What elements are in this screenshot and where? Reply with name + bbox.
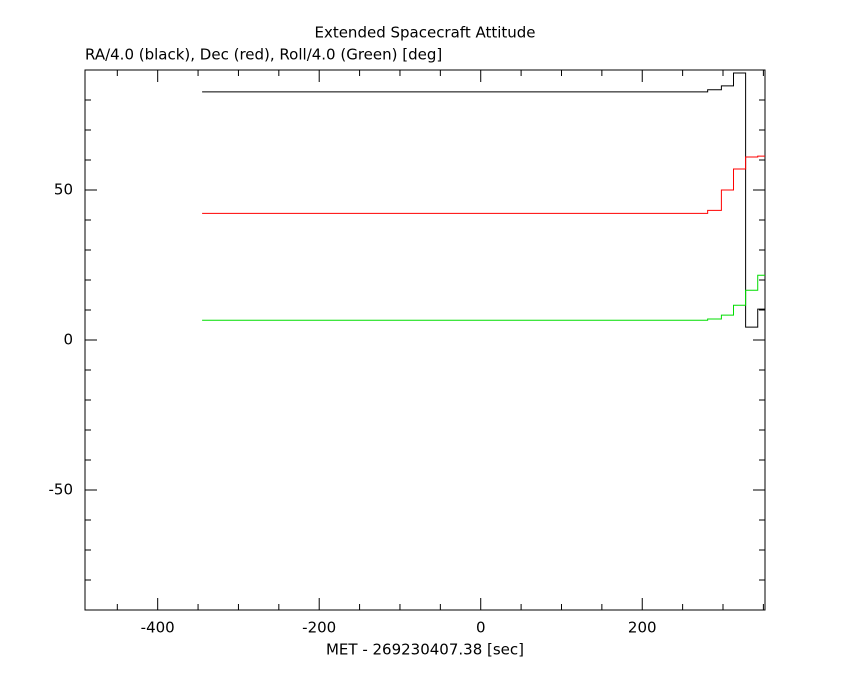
x-tick-label: -400 [141,619,175,637]
x-tick-label: -200 [302,619,336,637]
x-axis-label: MET - 269230407.38 [sec] [326,641,524,659]
y-tick-label: 50 [54,181,73,199]
y-tick-label: -50 [49,481,74,499]
series-line [202,72,765,328]
series-line [202,274,765,321]
x-tick-label: 0 [476,619,486,637]
chart-title: Extended Spacecraft Attitude [314,24,535,42]
plot-frame [84,69,766,611]
chart-subtitle: RA/4.0 (black), Dec (red), Roll/4.0 (Gre… [85,46,442,64]
x-tick-label: 200 [628,619,657,637]
y-tick-label: 0 [63,331,73,349]
series-line [202,155,765,214]
